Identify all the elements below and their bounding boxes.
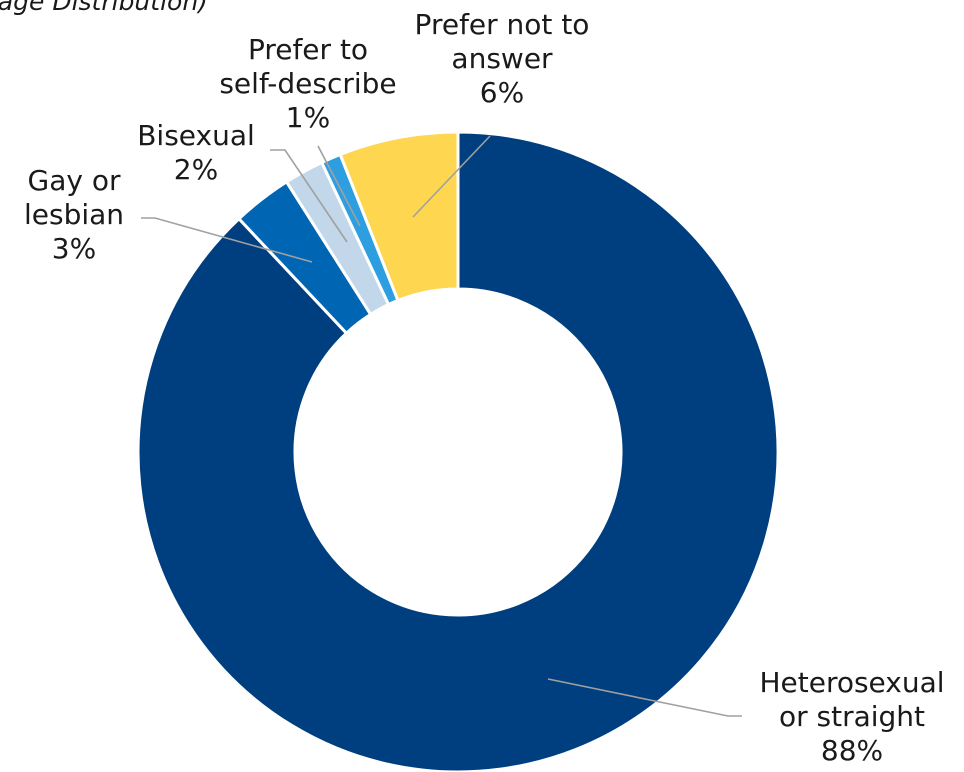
slice-label-bisexual: Bisexual 2% [137, 119, 255, 186]
leader-line-heterosexual-or-straight [547, 678, 742, 717]
leader-line-prefer-not-to-answer [412, 135, 491, 218]
leader-line-group [141, 135, 742, 717]
slice-category-label: Heterosexual [759, 666, 944, 699]
slice-category-label: answer [451, 42, 553, 75]
slice-label-prefer-to-self-describe: Prefer to self-describe 1% [219, 33, 396, 134]
slice-value-label: 2% [174, 153, 218, 186]
slice-group [136, 130, 780, 772]
slice-category-label: or straight [779, 700, 925, 733]
leader-line-bisexual [270, 149, 348, 243]
slice-category-label: Gay or [28, 164, 121, 197]
slice-label-gay-or-lesbian: Gay or lesbian 3% [24, 164, 124, 265]
leader-line-gay-or-lesbian [141, 217, 313, 263]
slice-category-label: self-describe [219, 67, 396, 100]
chart-subtitle: tage Distribution) [0, 0, 208, 16]
slice-label-prefer-not-to-answer: Prefer not to answer 6% [415, 8, 590, 109]
leader-line-prefer-to-self-describe [317, 145, 361, 227]
slice-value-label: 6% [480, 76, 524, 109]
slice-category-label: Bisexual [137, 119, 255, 152]
slice-category-label: Prefer to [248, 33, 368, 66]
slice-prefer-not-to-answer [338, 130, 460, 303]
slice-value-label: 3% [52, 232, 96, 265]
slice-category-label: lesbian [24, 198, 124, 231]
slice-category-label: Prefer not to [415, 8, 590, 41]
slice-value-label: 88% [821, 734, 883, 767]
slice-heterosexual-or-straight [136, 130, 780, 772]
slice-label-group: Heterosexual or straight 88% Gay or lesbian 3… [24, 8, 945, 767]
slice-value-label: 1% [286, 101, 330, 134]
slice-label-heterosexual-or-straight: Heterosexual or straight 88% [759, 666, 944, 767]
